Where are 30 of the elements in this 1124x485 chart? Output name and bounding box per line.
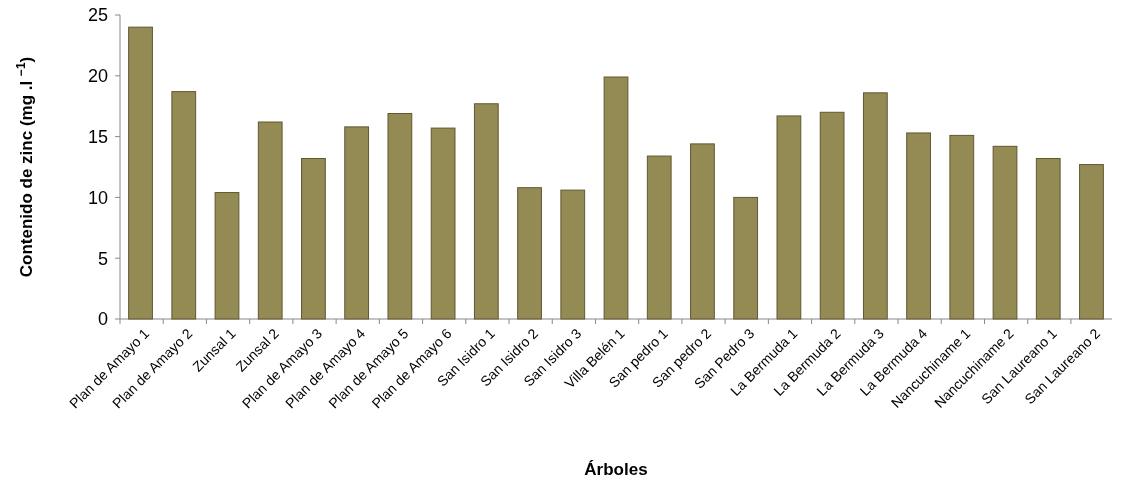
bar <box>473 103 499 320</box>
bar <box>301 157 326 320</box>
bar <box>430 127 456 320</box>
bar <box>949 134 975 320</box>
bar <box>214 192 240 320</box>
bar <box>560 189 586 320</box>
bar <box>906 132 931 320</box>
bar <box>387 113 413 320</box>
bar <box>992 145 1018 320</box>
x-axis-title: Árboles <box>584 460 648 479</box>
bar <box>776 115 802 320</box>
bar <box>690 143 715 320</box>
y-tick-label: 0 <box>97 309 108 330</box>
bar <box>1035 157 1061 320</box>
y-tick-label: 10 <box>87 187 108 208</box>
bar <box>603 76 629 320</box>
bar <box>819 111 845 320</box>
bar <box>257 121 283 320</box>
bar <box>862 92 888 320</box>
bar <box>1079 164 1104 320</box>
bar <box>344 126 370 320</box>
bar <box>733 196 759 320</box>
bar <box>517 187 542 320</box>
y-tick-label: 25 <box>87 5 108 26</box>
y-tick-label: 20 <box>87 66 108 87</box>
bar <box>128 26 153 320</box>
bar <box>171 91 197 320</box>
bar <box>646 155 672 320</box>
y-tick-label: 5 <box>97 248 108 269</box>
y-tick-label: 15 <box>87 126 108 147</box>
